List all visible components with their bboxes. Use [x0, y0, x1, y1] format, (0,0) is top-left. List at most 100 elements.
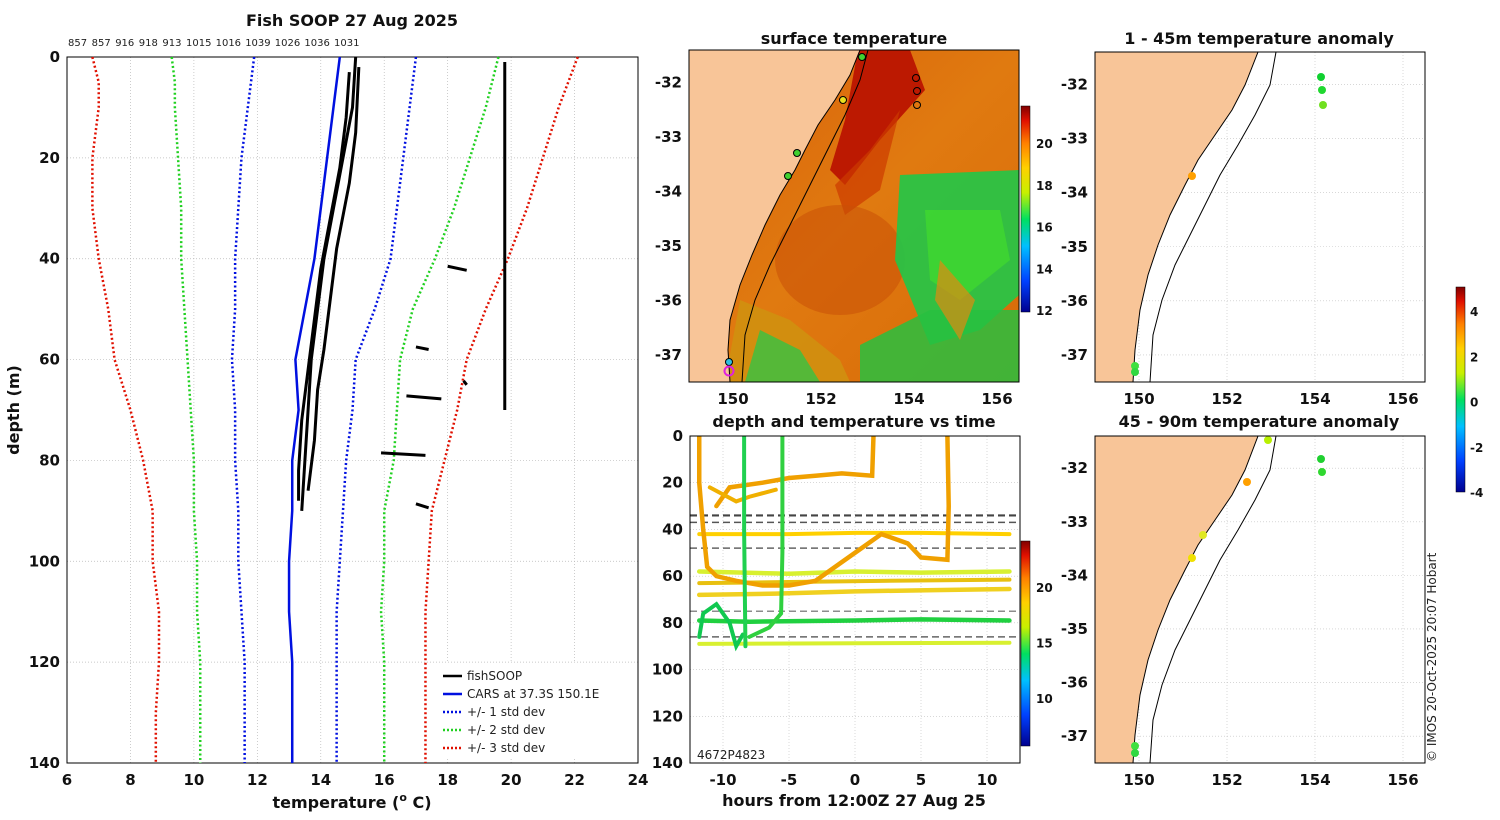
sst-isobath: [741, 50, 869, 382]
anom-upper-land: [1094, 51, 1259, 383]
map-xtick-label: 154: [1299, 771, 1330, 789]
legend-cars: CARS at 37.3S 150.1E: [467, 687, 599, 701]
sst-station: [913, 101, 921, 109]
time-track: [697, 530, 1012, 537]
time-title: depth and temperature vs time: [712, 412, 995, 431]
colorbar-tick-label: 0: [1470, 396, 1478, 410]
profile-xtick-label: 6: [62, 771, 72, 789]
time-track: [697, 601, 745, 652]
map-xtick-label: 150: [1123, 390, 1154, 408]
anom-point: [1131, 742, 1139, 750]
map-ytick-label: -36: [655, 291, 682, 309]
profile-top-label: 857: [68, 38, 87, 49]
time-x-ticks: -10 -5 0 5 10: [709, 771, 997, 789]
anomaly-colorbar-ticks: 4 2 0 -2 -4: [1470, 305, 1483, 500]
map-ytick-label: -34: [1061, 566, 1088, 584]
time-ytick-label: 140: [652, 754, 683, 772]
time-colorbar: [1020, 540, 1031, 747]
profile-x-ticks: 6 8 10 12 14 16 18 20 22 24: [62, 771, 649, 789]
anom-point: [1317, 455, 1325, 463]
anom-point: [1188, 554, 1196, 562]
map-xtick-label: 152: [805, 390, 836, 408]
map-ytick-label: -32: [655, 74, 682, 92]
profile-title: Fish SOOP 27 Aug 2025: [246, 11, 458, 30]
time-xtick-label: -5: [781, 771, 798, 789]
profile-top-label: 1036: [304, 38, 329, 49]
colorbar-tick-label: 14: [1036, 262, 1053, 276]
profile-top-label: 1031: [334, 38, 359, 49]
anom-lower-isobath: [1149, 435, 1277, 764]
series-std3-low: [91, 56, 161, 763]
time-xtick-label: -10: [709, 771, 736, 789]
anom-lower-title: 45 - 90m temperature anomaly: [1119, 412, 1400, 431]
profile-ytick-label: 140: [29, 754, 60, 772]
anom-lower-land: [1094, 435, 1259, 764]
profile-ytick-label: 100: [29, 552, 60, 570]
anomaly-map-lower: 45 - 90m temperature anomaly 150 152 154 15…: [1061, 412, 1426, 789]
profile-xlabel: temperature (o C): [272, 791, 431, 812]
profile-xtick-label: 22: [564, 771, 585, 789]
series-fishsoop: [300, 56, 358, 511]
profile-ytick-label: 80: [39, 451, 60, 469]
series-fishsoop: [447, 264, 468, 272]
map-ytick-label: -33: [1061, 513, 1088, 531]
anom-upper-frame: [1094, 51, 1426, 383]
profile-chart: Fish SOOP 27 Aug 2025 857 857 916 918 913 101…: [4, 11, 648, 812]
map-xtick-label: 152: [1211, 390, 1242, 408]
map-ytick-label: -35: [1061, 238, 1088, 256]
sst-station: [913, 87, 921, 95]
anom-point: [1131, 368, 1139, 376]
anom-point: [1264, 436, 1272, 444]
sst-x-ticks: 150 152 154 156: [717, 390, 1012, 408]
time-track: [697, 640, 1012, 646]
time-ytick-label: 80: [662, 614, 683, 632]
profile-top-labels: 857 857 916 918 913 1015 1016 1039 1026 1036 1031: [68, 38, 359, 49]
legend-std1: +/- 1 std dev: [467, 705, 545, 719]
sst-warm-tongue: [835, 110, 900, 215]
anomaly-colorbar: [1455, 286, 1466, 493]
profile-top-label: 1016: [216, 38, 241, 49]
sst-coastal-cool: [745, 330, 820, 382]
series-std3-high: [424, 56, 579, 763]
profile-y-ticks: 0 20 40 60 80 100 120 140: [29, 48, 60, 772]
map-xtick-label: 156: [1387, 390, 1418, 408]
series-fishsoop: [415, 345, 429, 351]
map-ytick-label: -33: [655, 128, 682, 146]
sst-map: surface temperature: [655, 29, 1053, 408]
sst-southern-cool: [860, 310, 1019, 382]
map-ytick-label: -34: [655, 183, 682, 201]
time-ytick-label: 40: [662, 520, 683, 538]
profile-xtick-label: 14: [310, 771, 331, 789]
time-track: [696, 617, 1012, 624]
anom-point: [1319, 101, 1327, 109]
profile-top-label: 1015: [186, 38, 211, 49]
time-ytick-label: 100: [652, 661, 683, 679]
anom-lower-y-ticks: -32 -33 -34 -35 -36 -37: [1061, 459, 1088, 745]
series-std1-high: [335, 56, 418, 763]
sst-station: [839, 96, 847, 104]
map-xtick-label: 156: [1387, 771, 1418, 789]
anom-lower-frame: [1094, 435, 1426, 764]
colorbar-tick-label: 12: [1036, 304, 1053, 318]
time-bottom-label: 4672P4823: [697, 748, 765, 762]
time-ytick-label: 120: [652, 707, 683, 725]
profile-xtick-label: 16: [374, 771, 395, 789]
time-track: [696, 569, 1012, 577]
anom-upper-y-ticks: -32 -33 -34 -35 -36 -37: [1061, 75, 1088, 363]
series-fishsoop: [297, 72, 351, 501]
map-ytick-label: -33: [1061, 130, 1088, 148]
time-track: [747, 436, 785, 639]
time-colorbar-ticks: 20 15 10: [1036, 581, 1053, 706]
colorbar-tick-label: -4: [1470, 486, 1483, 500]
map-ytick-label: -37: [1061, 346, 1088, 364]
colorbar-tick-label: 2: [1470, 350, 1478, 364]
profile-xtick-label: 24: [628, 771, 649, 789]
sst-station: [725, 358, 733, 366]
series-fishsoop: [462, 379, 468, 386]
sst-station: [912, 74, 920, 82]
profile-xtick-label: 20: [501, 771, 522, 789]
profile-xtick-label: 18: [437, 771, 458, 789]
profile-legend: fishSOOP CARS at 37.3S 150.1E +/- 1 std …: [436, 662, 618, 759]
series-fishsoop: [406, 394, 442, 401]
time-frame: [689, 435, 1021, 764]
